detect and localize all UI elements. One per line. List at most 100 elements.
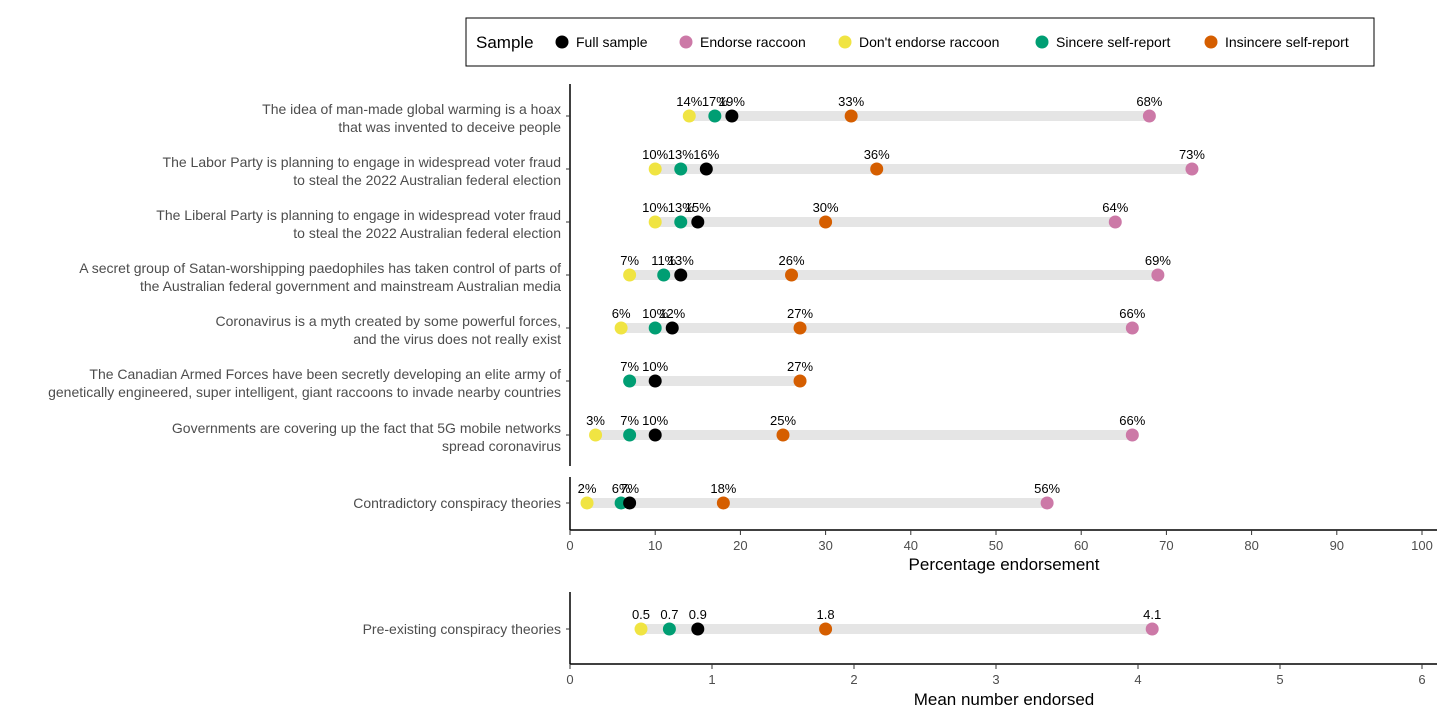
data-label-full-chart0-row3: 13%: [668, 253, 694, 268]
legend-label-insincere: Insincere self-report: [1225, 34, 1349, 50]
point-sincere-chart0-row6: [623, 428, 637, 442]
data-label-full-chart0-row5: 10%: [642, 359, 668, 374]
data-points: [580, 109, 1199, 636]
point-endorse-chart0-row0: [1040, 496, 1054, 510]
legend-swatch-sincere: [1035, 35, 1049, 49]
x-tick-label-chart1-1: 1: [708, 672, 715, 687]
category-label-chart0-row6-line1: spread coronavirus: [442, 438, 561, 454]
x-tick-label-chart1-4: 4: [1134, 672, 1141, 687]
data-label-sincere-chart0-row0: 6%: [612, 481, 631, 496]
point-insincere-chart0-row0: [844, 109, 858, 123]
data-label-full-chart0-row6: 10%: [642, 413, 668, 428]
legend-label-full: Full sample: [576, 34, 648, 50]
data-label-endorse-chart1-row0: 4.1: [1143, 607, 1161, 622]
data-label-sincere-chart0-row5: 7%: [620, 359, 639, 374]
data-label-sincere-chart0-row6: 7%: [620, 413, 639, 428]
legend: Sample Full sample Endorse raccoon Don't e…: [465, 17, 1375, 67]
point-dont-chart0-row6: [589, 428, 603, 442]
point-insincere-chart0-row2: [819, 215, 833, 229]
legend-label-dont: Don't endorse raccoon: [859, 34, 999, 50]
point-insincere-chart0-row3: [785, 268, 799, 282]
data-label-dont-chart0-row6: 3%: [586, 413, 605, 428]
data-label-full-chart0-row0: 19%: [719, 94, 745, 109]
category-label-chart0-row5-line0: The Canadian Armed Forces have been secr…: [89, 366, 561, 382]
x-tick-label-chart0-80: 80: [1244, 538, 1258, 553]
data-label-endorse-chart0-row2: 64%: [1102, 200, 1128, 215]
data-label-dont-chart1-row0: 0.5: [632, 607, 650, 622]
data-label-dont-chart0-row3: 7%: [620, 253, 639, 268]
data-label-endorse-chart0-row4: 66%: [1119, 306, 1145, 321]
range-bars: [587, 111, 1192, 634]
x-tick-label-chart1-2: 2: [850, 672, 857, 687]
point-endorse-chart0-row3: [1151, 268, 1165, 282]
legend-swatch-endorse: [679, 35, 693, 49]
x-tick-label-chart0-30: 30: [818, 538, 832, 553]
data-label-full-chart0-row1: 16%: [693, 147, 719, 162]
point-sincere-chart1-row0: [662, 622, 676, 636]
data-labels: 14% 17%19% 33% 68%10% 13% 16% 36% 73%10% 13%15% 3…: [578, 94, 1206, 622]
category-label-chart1-row0-line0: Pre-existing conspiracy theories: [363, 621, 561, 637]
point-sincere-chart0-row4: [648, 321, 662, 335]
category-label-chart0-row0-line0: The idea of man-made global warming is a…: [262, 101, 561, 117]
point-sincere-chart0-row3: [657, 268, 671, 282]
category-label-chart0-row4-line0: Coronavirus is a myth created by some po…: [216, 313, 561, 329]
point-sincere-chart0-row2: [674, 215, 688, 229]
data-label-sincere-chart0-row4: 10%: [642, 306, 668, 321]
point-dont-chart0-row2: [648, 215, 662, 229]
category-label-chart0-row0-line0: Contradictory conspiracy theories: [353, 495, 561, 511]
category-label-chart0-row0-line1: that was invented to deceive people: [338, 119, 561, 135]
point-insincere-chart1-row0: [819, 622, 833, 636]
category-label-chart0-row5-line1: genetically engineered, super intelligen…: [48, 384, 561, 400]
data-label-endorse-chart0-row6: 66%: [1119, 413, 1145, 428]
data-label-dont-chart0-row0: 2%: [578, 481, 597, 496]
point-endorse-chart0-row1: [1185, 162, 1199, 176]
axes: 0 10 20 30 40 50 60 70 80 90 100 0 1 2 3 4 5 6: [566, 84, 1437, 687]
category-label-chart0-row6-line0: Governments are covering up the fact tha…: [172, 420, 561, 436]
point-insincere-chart0-row4: [793, 321, 807, 335]
x-tick-label-chart0-20: 20: [733, 538, 747, 553]
category-label-chart0-row2-line1: to steal the 2022 Australian federal ele…: [293, 225, 561, 241]
point-endorse-chart0-row0: [1142, 109, 1156, 123]
x-tick-label-chart1-5: 5: [1276, 672, 1283, 687]
data-label-insincere-chart0-row0: 18%: [710, 481, 736, 496]
data-label-dont-chart0-row2: 10%: [642, 200, 668, 215]
category-label-chart0-row1-line1: to steal the 2022 Australian federal ele…: [293, 172, 561, 188]
data-label-insincere-chart0-row4: 27%: [787, 306, 813, 321]
data-label-sincere-chart0-row3: 11%: [651, 253, 676, 268]
point-dont-chart0-row4: [614, 321, 628, 335]
data-label-endorse-chart0-row1: 73%: [1179, 147, 1205, 162]
point-endorse-chart1-row0: [1145, 622, 1159, 636]
point-dont-chart0-row0: [682, 109, 696, 123]
data-label-endorse-chart0-row0: 68%: [1136, 94, 1162, 109]
point-full-chart0-row6: [648, 428, 662, 442]
point-dont-chart1-row0: [634, 622, 648, 636]
x-axis-title-percentage: Percentage endorsement: [909, 555, 1100, 574]
data-label-dont-chart0-row1: 10%: [642, 147, 668, 162]
point-insincere-chart0-row1: [870, 162, 884, 176]
category-label-chart0-row3-line0: A secret group of Satan-worshipping paed…: [79, 260, 561, 276]
point-sincere-chart0-row5: [623, 374, 637, 388]
data-label-full-chart0-row0: 7%: [620, 481, 639, 496]
legend-swatch-full: [555, 35, 569, 49]
x-tick-label-chart0-40: 40: [904, 538, 918, 553]
data-label-insincere-chart0-row3: 26%: [779, 253, 805, 268]
x-tick-label-chart0-70: 70: [1159, 538, 1173, 553]
category-label-chart0-row2-line0: The Liberal Party is planning to engage …: [156, 207, 561, 223]
data-label-sincere-chart0-row2: 13%: [668, 200, 694, 215]
x-tick-label-chart0-90: 90: [1330, 538, 1344, 553]
point-full-chart1-row0: [691, 622, 705, 636]
point-full-chart0-row3: [674, 268, 688, 282]
data-label-endorse-chart0-row0: 56%: [1034, 481, 1060, 496]
point-full-chart0-row4: [665, 321, 679, 335]
data-label-full-chart0-row4: 12%: [659, 306, 685, 321]
data-label-insincere-chart0-row0: 33%: [838, 94, 864, 109]
point-endorse-chart0-row6: [1125, 428, 1139, 442]
point-full-chart0-row1: [699, 162, 713, 176]
point-endorse-chart0-row4: [1125, 321, 1139, 335]
legend-swatch-insincere: [1204, 35, 1218, 49]
point-full-chart0-row5: [648, 374, 662, 388]
data-label-sincere-chart0-row1: 13%: [668, 147, 694, 162]
point-sincere-chart0-row0: [708, 109, 722, 123]
data-label-dont-chart0-row0: 14%: [676, 94, 702, 109]
x-tick-label-chart0-60: 60: [1074, 538, 1088, 553]
